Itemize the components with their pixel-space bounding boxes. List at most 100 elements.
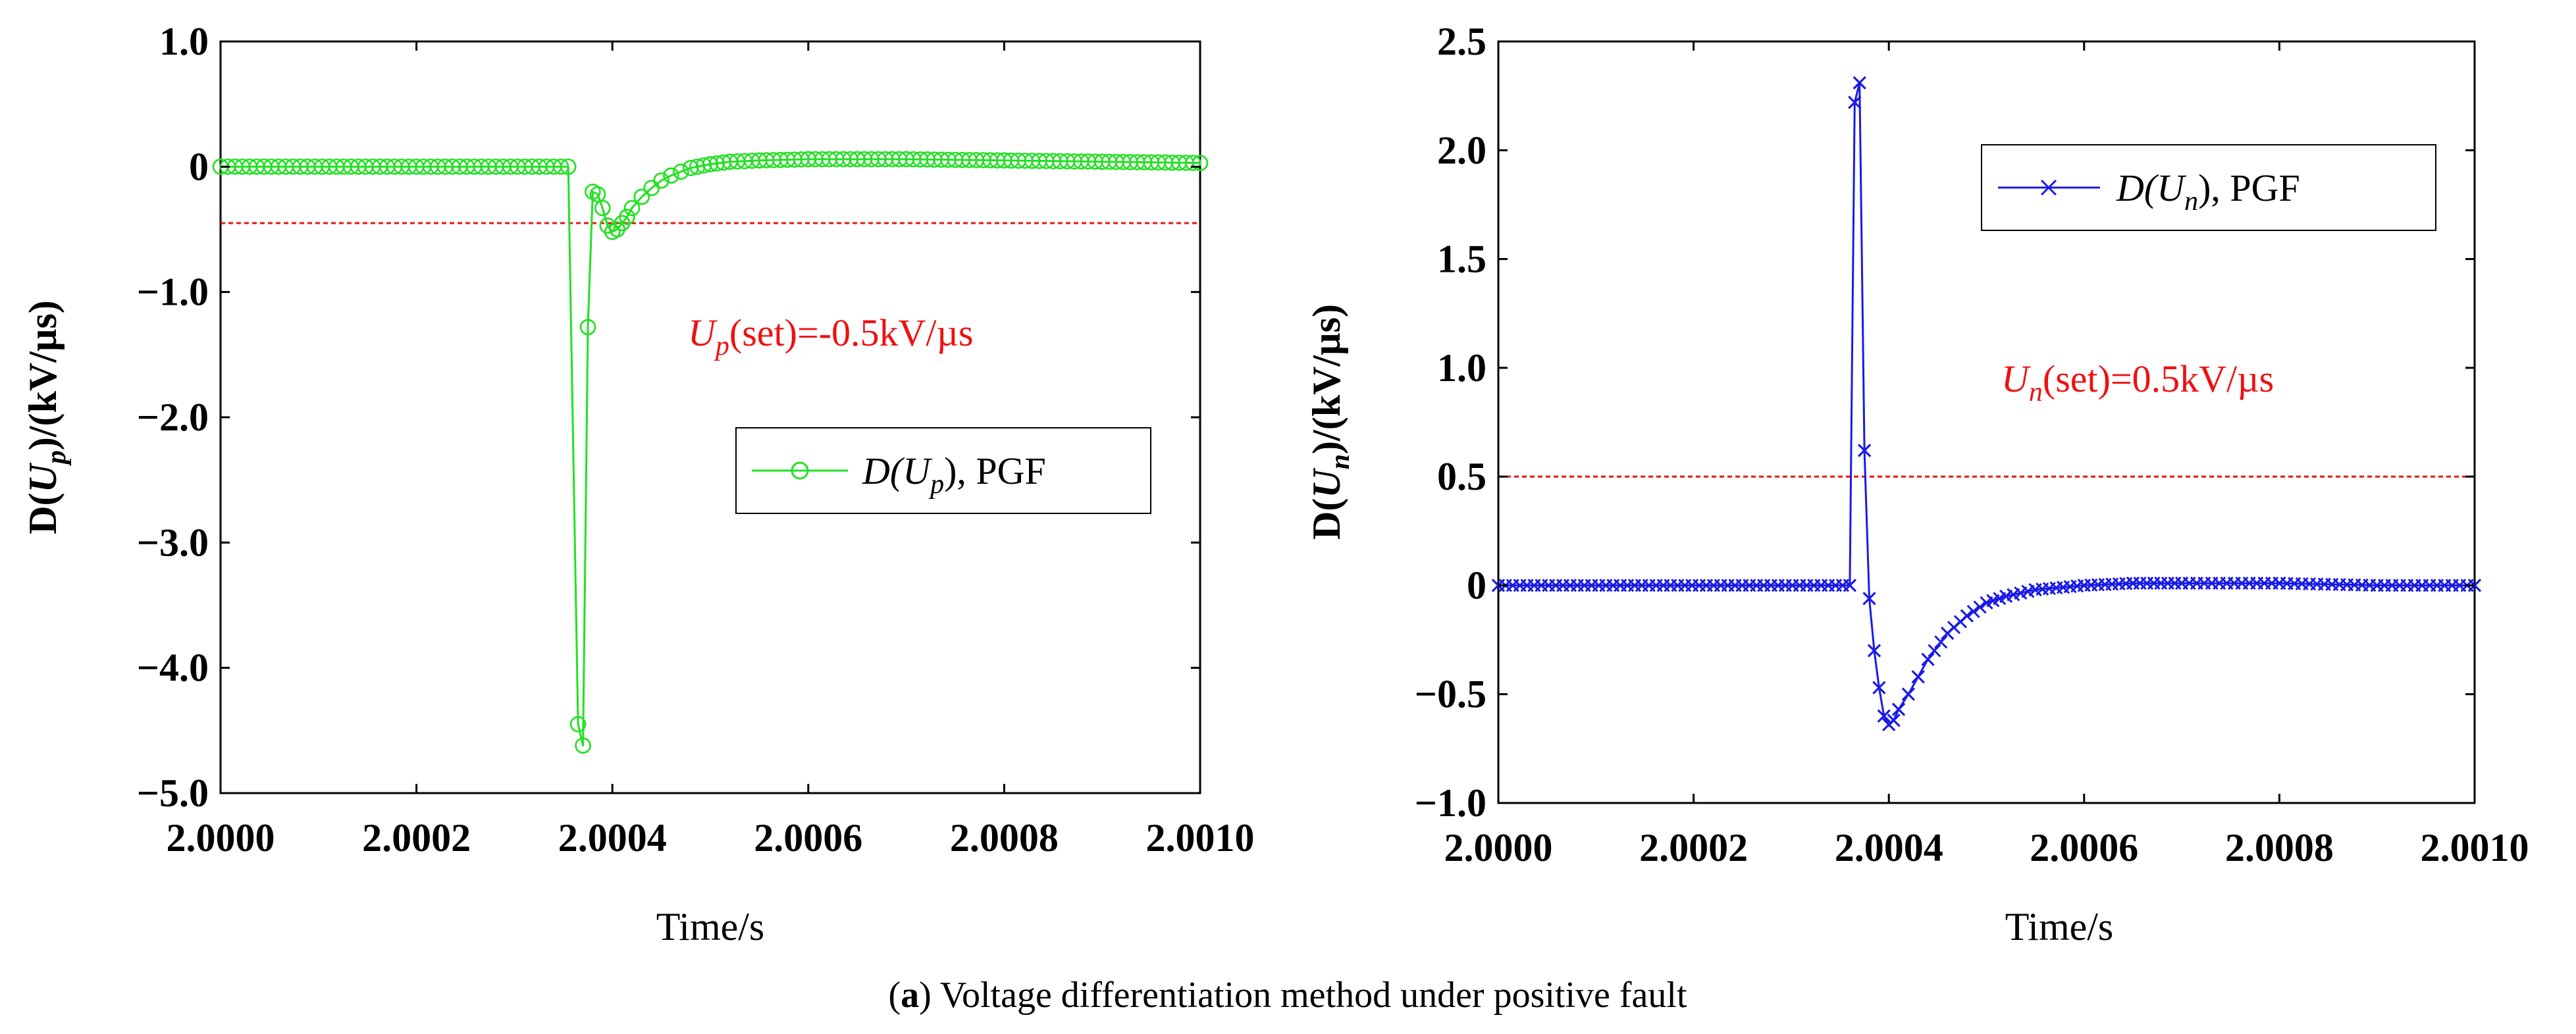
data-point-right bbox=[2077, 579, 2091, 592]
data-point-left bbox=[708, 155, 725, 172]
chart-right: 2.0000 2.0002 2.0004 2.0006 2.0008 2.0010 2.5 2… bbox=[1305, 20, 2529, 948]
threshold-annotation-right: Un(set)=0.5kV/µs bbox=[2001, 357, 2274, 407]
annotation-sub-left: p bbox=[714, 331, 729, 361]
data-point-right bbox=[2175, 577, 2189, 590]
data-point-left bbox=[552, 159, 569, 175]
legend-suffix-right: ), PGF bbox=[2198, 167, 2300, 209]
annotation-text-left: (set)=-0.5kV/µs bbox=[729, 311, 974, 354]
data-point-left bbox=[800, 151, 817, 168]
data-point-right bbox=[1891, 702, 1906, 716]
x-tick-label-left: 2.0004 bbox=[558, 816, 667, 860]
data-point-right bbox=[1980, 596, 1993, 609]
data-point-left bbox=[695, 157, 712, 174]
threshold-annotation-left: Up(set)=-0.5kV/µs bbox=[688, 311, 973, 361]
data-point-right bbox=[1928, 644, 1941, 658]
data-point-right bbox=[1901, 687, 1915, 701]
legend-right: D(Un), PGF bbox=[1981, 144, 2436, 231]
x-tick-label-right: 2.0006 bbox=[2030, 826, 2138, 869]
ylabel-suffix-right: )/(kV/µs) bbox=[1305, 304, 1348, 454]
data-point-left bbox=[633, 188, 650, 205]
data-point-left bbox=[722, 153, 739, 170]
y-tick-label-left: −4.0 bbox=[137, 646, 209, 690]
series-markers-left bbox=[212, 151, 1209, 754]
annotation-text-right: (set)=0.5kV/µs bbox=[2043, 357, 2274, 400]
x-axis-label-right: Time/s bbox=[2005, 905, 2114, 948]
y-tick-label-right: 2.0 bbox=[1437, 128, 1486, 172]
y-tick-label-right: −0.5 bbox=[1415, 673, 1486, 716]
data-point-left bbox=[996, 152, 1012, 169]
ylabel-sub-right: n bbox=[1325, 454, 1355, 469]
data-point-right bbox=[1843, 579, 1856, 592]
data-point-left bbox=[898, 151, 914, 168]
y-tick-label-right: 0 bbox=[1467, 563, 1486, 607]
data-point-right bbox=[1934, 635, 1948, 649]
data-point-left bbox=[849, 151, 866, 168]
caption-text: Voltage differentiation method under pos… bbox=[932, 975, 1687, 1016]
data-point-right bbox=[2028, 582, 2042, 597]
figure-caption: (a) Voltage differentiation method under… bbox=[888, 975, 1687, 1016]
legend-var-left: U bbox=[903, 450, 933, 492]
data-point-left bbox=[689, 159, 706, 175]
legend-sub-right: n bbox=[2184, 186, 2198, 217]
ylabel-suffix-left: )/(kV/µs) bbox=[21, 300, 65, 450]
x-tick-label-left: 2.0002 bbox=[362, 816, 471, 860]
legend-prefix-left: D( bbox=[862, 450, 905, 492]
x-tick-label-right: 2.0008 bbox=[2225, 826, 2334, 869]
data-point-right bbox=[1966, 605, 1980, 619]
legend-prefix-right: D( bbox=[2116, 167, 2159, 209]
ylabel-var-right: U bbox=[1305, 468, 1348, 498]
data-point-left bbox=[623, 199, 641, 217]
data-point-left bbox=[575, 737, 591, 754]
data-point-left bbox=[702, 156, 719, 172]
data-point-right bbox=[1921, 652, 1935, 666]
data-point-right bbox=[1973, 600, 1987, 614]
data-point-left bbox=[1185, 155, 1201, 171]
legend-suffix-left: ), PGF bbox=[944, 450, 1046, 492]
ylabel-var-left: U bbox=[21, 462, 65, 492]
ticks-right: 2.0000 2.0002 2.0004 2.0006 2.0008 2.0010 2.5 2… bbox=[1415, 20, 2529, 869]
ylabel-prefix-left: D( bbox=[21, 492, 65, 534]
data-point-left bbox=[682, 159, 699, 176]
data-point-right bbox=[1999, 589, 2013, 604]
x-tick-label-right: 2.0002 bbox=[1639, 826, 1748, 869]
data-point-right bbox=[1877, 709, 1891, 723]
x-tick-label-right: 2.0000 bbox=[1444, 826, 1553, 869]
y-tick-label-left: −3.0 bbox=[137, 521, 209, 564]
y-tick-label-right: −1.0 bbox=[1415, 781, 1486, 825]
data-point-right bbox=[1867, 644, 1881, 658]
data-point-right bbox=[1848, 95, 1862, 109]
legend-sub-left: p bbox=[928, 469, 944, 500]
y-axis-label-right: D(Un)/(kV/µs) bbox=[1305, 304, 1355, 540]
data-point-left bbox=[589, 186, 606, 203]
data-point-right bbox=[1862, 592, 1876, 606]
legend-marker-left bbox=[791, 461, 809, 480]
y-tick-label-left: 1.0 bbox=[159, 20, 209, 63]
series-layer-right bbox=[1491, 76, 2482, 732]
data-point-right bbox=[1872, 681, 1886, 694]
caption-label: a bbox=[901, 975, 919, 1016]
data-point-right bbox=[1887, 713, 1901, 727]
y-tick-label-right: 2.5 bbox=[1437, 20, 1486, 63]
y-tick-label-right: 1.0 bbox=[1437, 346, 1486, 390]
ylabel-prefix-right: D( bbox=[1305, 498, 1348, 540]
data-point-right bbox=[1911, 670, 1925, 684]
data-point-left bbox=[1093, 153, 1111, 170]
annotation-sub-right: n bbox=[2029, 377, 2043, 407]
chart-left: 2.0000 2.0002 2.0004 2.0006 2.0008 2.0010 1.0 0… bbox=[21, 20, 1255, 948]
data-point-left bbox=[663, 167, 679, 184]
legend-label-right: D(Un), PGF bbox=[2116, 167, 2300, 217]
data-point-left bbox=[579, 319, 596, 336]
data-point-right bbox=[2126, 577, 2140, 590]
data-point-left bbox=[569, 716, 587, 733]
data-point-left bbox=[594, 199, 611, 217]
y-tick-label-left: −2.0 bbox=[137, 396, 209, 439]
data-point-right bbox=[1941, 627, 1955, 640]
data-point-left bbox=[653, 172, 670, 189]
data-point-right bbox=[2273, 577, 2286, 590]
series-markers-right bbox=[1491, 76, 2482, 732]
legend-var-right: U bbox=[2157, 167, 2187, 209]
annotation-var-left: U bbox=[688, 311, 718, 354]
data-point-left bbox=[560, 159, 577, 175]
legend-label-left: D(Up), PGF bbox=[862, 450, 1046, 500]
